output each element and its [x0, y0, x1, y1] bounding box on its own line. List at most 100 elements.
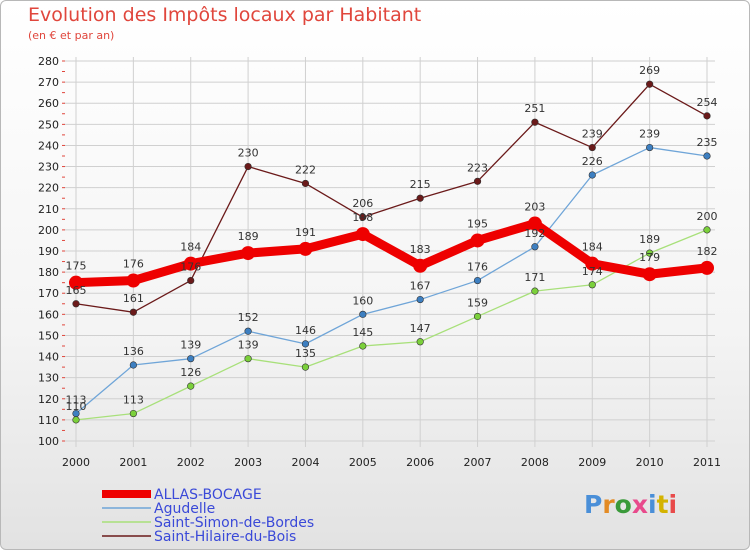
data-point [531, 243, 539, 251]
data-point [241, 246, 256, 261]
y-tick-label: 140 [38, 351, 59, 364]
data-label: 167 [410, 280, 431, 293]
data-label: 230 [238, 147, 259, 160]
series-line-allas-bocage [71, 219, 712, 288]
y-tick-label: 160 [38, 308, 59, 321]
x-tick-label: 2009 [578, 456, 606, 469]
data-label: 165 [66, 284, 87, 297]
data-label: 113 [123, 394, 144, 407]
x-tick-label: 2001 [119, 456, 147, 469]
x-tick-label: 2005 [349, 456, 377, 469]
y-tick-label: 130 [38, 372, 59, 385]
y-tick-label: 280 [38, 55, 59, 68]
data-label: 235 [697, 136, 718, 149]
y-tick-label: 250 [38, 118, 59, 131]
data-point [301, 340, 310, 348]
data-label: 184 [582, 241, 603, 254]
data-label: 176 [467, 261, 488, 274]
legend-label: Saint-Hilaire-du-Bois [154, 529, 296, 545]
data-label: 226 [582, 155, 603, 168]
data-point [642, 267, 657, 282]
proxiti-logo: Proxiti [584, 490, 677, 519]
data-label: 146 [295, 324, 316, 337]
x-tick-label: 2006 [406, 456, 434, 469]
data-point [416, 295, 424, 304]
data-point [129, 409, 137, 418]
data-point [298, 241, 313, 256]
data-point [646, 143, 654, 152]
y-tick-label: 200 [38, 224, 59, 237]
data-label: 206 [352, 197, 373, 210]
x-tick-label: 2000 [62, 456, 90, 469]
y-tick-label: 110 [38, 414, 59, 427]
data-label: 171 [524, 271, 545, 284]
data-label: 179 [639, 251, 660, 264]
data-point [527, 216, 542, 231]
data-point [646, 80, 654, 88]
chart-title: Evolution des Impôts locaux par Habitant [28, 4, 422, 26]
data-point [700, 260, 714, 275]
data-point [126, 273, 141, 288]
data-point [359, 342, 367, 350]
data-label: 269 [639, 64, 660, 77]
data-point [413, 258, 428, 273]
legend-label: Saint-Simon-de-Bordes [154, 515, 314, 531]
series-line-saint-hilaire-du-bois [75, 83, 708, 313]
data-label: 254 [697, 96, 718, 109]
logo-letter: i [668, 490, 678, 519]
data-label: 182 [697, 245, 718, 258]
data-point [129, 308, 137, 316]
data-point [183, 256, 198, 271]
data-label: 184 [180, 241, 201, 254]
data-point [703, 152, 711, 160]
data-point [187, 355, 195, 363]
y-tick-label: 120 [38, 393, 59, 406]
data-label: 145 [352, 326, 373, 339]
x-tick-label: 2010 [636, 456, 664, 469]
logo-letter: P [584, 490, 603, 519]
y-tick-label: 180 [38, 266, 59, 279]
series-line-agudelle [75, 146, 708, 415]
legend-label: Agudelle [154, 501, 215, 517]
data-point [473, 312, 482, 321]
series-layer [69, 80, 714, 424]
grid-layer [64, 57, 715, 447]
data-label: 175 [66, 260, 87, 273]
data-label-layer: 1651611762302222062152232512392692541131… [66, 64, 718, 413]
logo-letter: t [656, 490, 669, 519]
data-point [301, 363, 310, 371]
data-point [588, 281, 596, 289]
x-tick-label: 2004 [291, 456, 319, 469]
data-point [470, 233, 485, 248]
logo-letter: r [602, 490, 615, 519]
y-tick-label: 260 [38, 97, 59, 110]
data-label: 159 [467, 296, 488, 309]
data-point [187, 382, 195, 390]
legend: ALLAS-BOCAGEAgudelleSaint-Simon-de-Borde… [102, 487, 314, 545]
data-point [473, 177, 482, 185]
data-label: 189 [639, 233, 660, 246]
data-label: 176 [123, 258, 144, 271]
data-point [473, 276, 482, 285]
data-label: 110 [66, 400, 87, 413]
data-point [588, 171, 596, 179]
data-point [301, 179, 310, 188]
data-label: 198 [352, 211, 373, 224]
data-point [585, 256, 600, 271]
data-label: 135 [295, 347, 316, 360]
data-point [69, 275, 83, 290]
data-label: 195 [467, 217, 488, 230]
data-label: 192 [524, 227, 545, 240]
data-point [588, 143, 596, 152]
y-tick-label: 190 [38, 245, 59, 258]
data-label: 191 [295, 226, 316, 239]
y-tick-label: 150 [38, 329, 59, 342]
x-tick-label: 2002 [177, 456, 205, 469]
data-label: 113 [66, 394, 87, 407]
x-tick-label: 2003 [234, 456, 262, 469]
x-tick-label: 2011 [693, 456, 721, 469]
data-label: 147 [410, 322, 431, 335]
data-point [244, 327, 252, 335]
data-point [355, 227, 370, 242]
